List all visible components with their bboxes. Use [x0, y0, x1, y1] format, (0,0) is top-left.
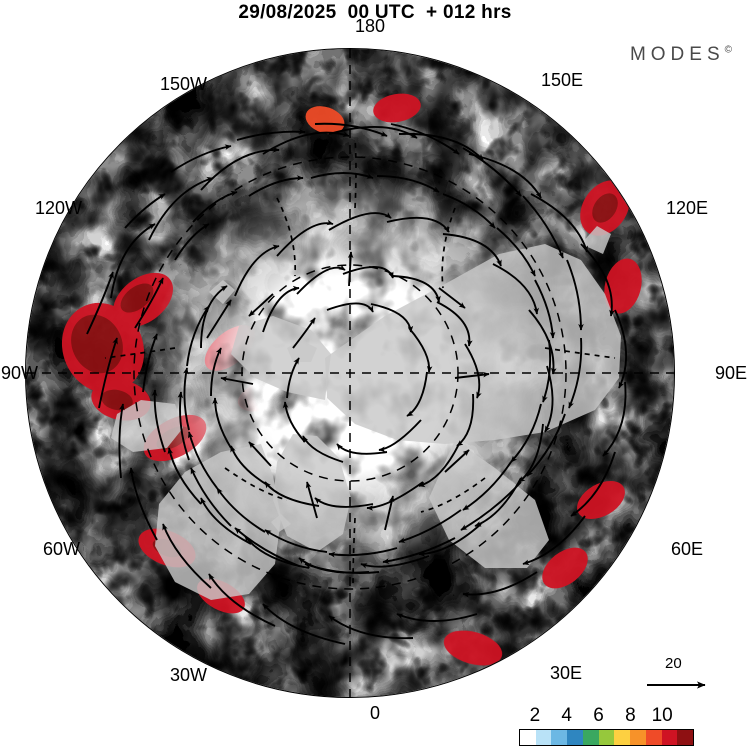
lon-label-60e: 60E — [671, 539, 704, 559]
lon-label-30e: 30E — [550, 663, 583, 683]
graticule-layer — [26, 49, 674, 697]
polar-map: 180 150E 120E 90E 60E 30E 0 30W 60W 90W … — [1, 16, 747, 723]
colorbar-swatch-10 — [677, 730, 694, 745]
lon-label-0: 0 — [370, 703, 381, 723]
colorbar-tick-10: 10 — [651, 705, 673, 726]
vector-key-value: 20 — [665, 655, 682, 672]
colorbar-swatch-8 — [645, 730, 662, 745]
lon-label-30w: 30W — [170, 665, 208, 685]
colorbar-swatch-6 — [614, 730, 631, 745]
copyright-icon: © — [724, 44, 732, 56]
colorbar-ticklabels: 2 4 6 8 10 — [519, 705, 694, 729]
colorbar — [519, 729, 694, 746]
lon-label-60w: 60W — [43, 539, 81, 559]
lon-label-90w: 90W — [1, 363, 39, 383]
colorbar-tick-2: 2 — [529, 705, 541, 726]
lon-label-90e: 90E — [715, 363, 748, 383]
colorbar-swatch-1 — [535, 730, 552, 745]
vector-key-arrow-icon — [647, 681, 706, 689]
page-title: 29/08/2025 00 UTC + 012 hrs — [238, 2, 512, 23]
colorbar-swatch-5 — [598, 730, 615, 745]
colorbar-swatch-4 — [582, 730, 599, 745]
lon-label-120e: 120E — [666, 198, 709, 218]
lon-label-150w: 150W — [160, 74, 208, 94]
lon-label-180: 180 — [355, 16, 386, 36]
colorbar-swatch-0 — [520, 730, 536, 745]
colorbar-tick-8: 8 — [625, 705, 636, 726]
colorbar-swatch-7 — [630, 730, 646, 745]
colorbar-tick-4: 4 — [561, 705, 573, 726]
map-disc — [25, 48, 675, 698]
colorbar-swatch-2 — [551, 730, 568, 745]
wind-vector-layer — [86, 122, 627, 645]
lon-label-120w: 120W — [35, 198, 83, 218]
lon-label-150e: 150E — [541, 70, 584, 90]
land-layer — [111, 226, 621, 600]
colorbar-swatch-9 — [661, 730, 678, 745]
colorbar-tick-6: 6 — [593, 705, 604, 726]
colorbar-swatch-3 — [567, 730, 583, 745]
wind-vector-key: 20 — [645, 655, 740, 700]
